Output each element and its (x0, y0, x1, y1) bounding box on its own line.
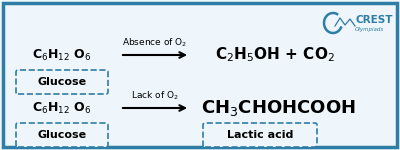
Text: C$_2$H$_5$OH + CO$_2$: C$_2$H$_5$OH + CO$_2$ (215, 46, 335, 64)
FancyBboxPatch shape (16, 123, 108, 147)
Text: Lactic acid: Lactic acid (227, 130, 293, 140)
FancyBboxPatch shape (16, 70, 108, 94)
Text: Glucose: Glucose (38, 77, 86, 87)
Text: CH$_3$CHOHCOOH: CH$_3$CHOHCOOH (201, 98, 355, 118)
Text: CREST: CREST (355, 15, 392, 25)
FancyBboxPatch shape (203, 123, 317, 147)
Text: Olympiads: Olympiads (355, 27, 384, 31)
Text: C$_6$H$_{12}$ O$_6$: C$_6$H$_{12}$ O$_6$ (32, 47, 92, 63)
Text: Lack of O$_2$: Lack of O$_2$ (131, 90, 179, 102)
Text: C$_6$H$_{12}$ O$_6$: C$_6$H$_{12}$ O$_6$ (32, 100, 92, 116)
Text: Glucose: Glucose (38, 130, 86, 140)
Text: Absence of O$_2$: Absence of O$_2$ (122, 37, 188, 49)
